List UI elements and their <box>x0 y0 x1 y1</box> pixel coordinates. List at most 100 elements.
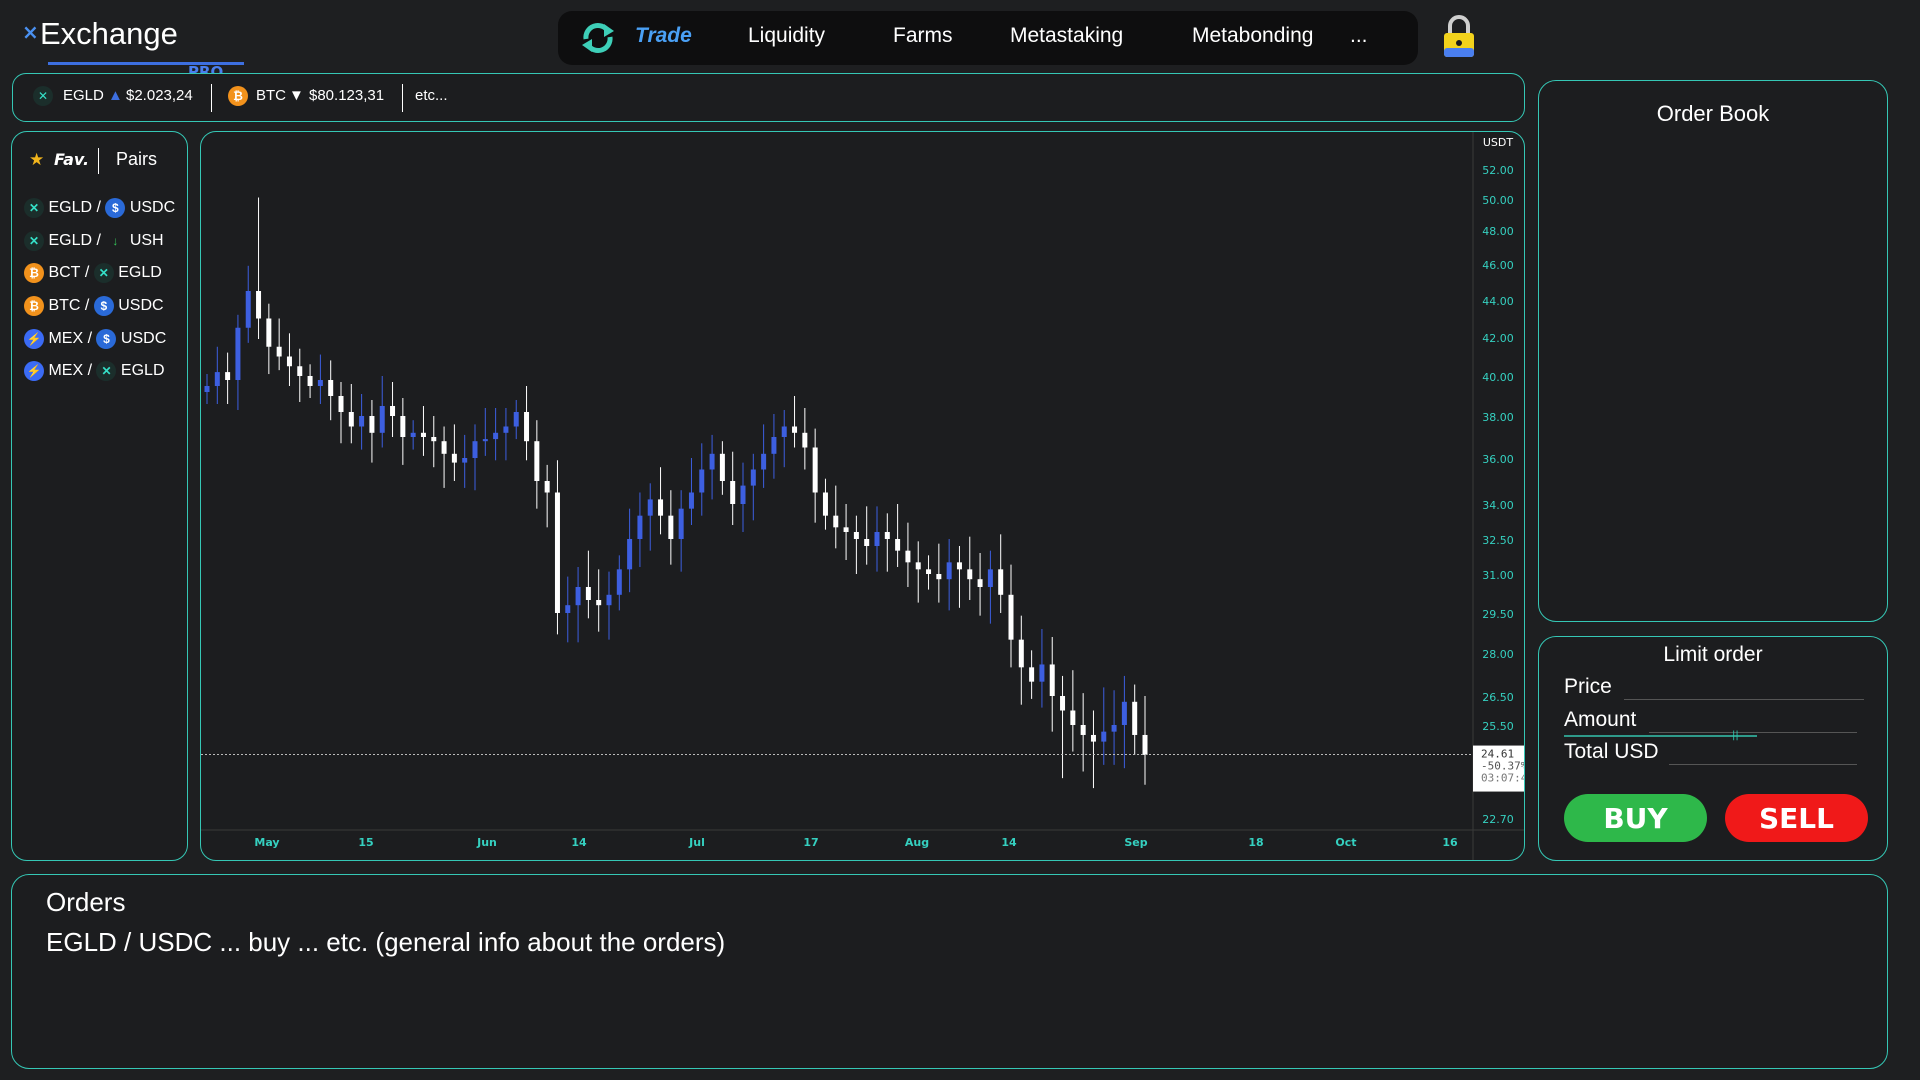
pair-slash: / <box>80 297 94 314</box>
candle-body <box>245 291 251 328</box>
y-tick-label: 36.00 <box>1482 453 1514 466</box>
candle-body <box>214 372 220 386</box>
candle-body <box>709 453 715 470</box>
candle-body <box>286 356 292 367</box>
egld-icon: ✕ <box>33 86 53 106</box>
ticker-more[interactable]: etc... <box>415 87 448 104</box>
candle-body <box>420 432 426 437</box>
candle-body <box>1142 734 1148 755</box>
pair-slash: / <box>80 264 94 281</box>
candle-body <box>1080 725 1086 735</box>
y-tick-label: 48.00 <box>1482 225 1514 238</box>
sell-button[interactable]: SELL <box>1725 794 1868 842</box>
candle-body <box>1049 664 1055 696</box>
nav-more[interactable]: ... <box>1350 24 1368 47</box>
tab-favorites[interactable]: Fav. <box>54 150 90 169</box>
candle-body <box>802 432 808 448</box>
pairs-panel: ★ Fav. Pairs ✕ EGLD / $ USDC ✕ EGLD / ↓ U… <box>11 131 188 861</box>
candle-body <box>658 499 664 516</box>
candle-body <box>544 481 550 493</box>
tab-pairs[interactable]: Pairs <box>116 149 158 169</box>
y-tick-label: 22.70 <box>1482 813 1514 826</box>
candle-body <box>977 579 983 587</box>
egld-icon: ✕ <box>24 198 44 218</box>
amount-slider[interactable] <box>1564 735 1757 737</box>
candle-body <box>905 550 911 563</box>
amount-slider-handle[interactable]: || <box>1732 730 1739 741</box>
candlestick-chart[interactable]: USDT 52.00 50.00 48.00 46.00 44.00 42.00 40.00 3… <box>201 132 1525 861</box>
order-book-title: Order Book <box>1656 101 1770 126</box>
candle-body <box>730 481 736 504</box>
pair-quote: EGLD <box>118 264 162 281</box>
refresh-icon[interactable] <box>578 19 618 57</box>
candle-body <box>761 453 767 470</box>
logo-text: Exchange <box>40 16 178 51</box>
nav-metabonding[interactable]: Metabonding <box>1192 24 1314 47</box>
candle-body <box>627 539 633 570</box>
pair-slash: / <box>83 362 97 379</box>
candle-body <box>503 426 509 433</box>
nav-farms[interactable]: Farms <box>893 24 953 47</box>
candle-body <box>462 458 468 463</box>
last-price-value: 24.61 <box>1481 748 1514 761</box>
order-book-panel: Order Book <box>1538 80 1888 622</box>
candle-body <box>400 416 406 437</box>
candle-body <box>771 437 777 454</box>
usdc-icon: $ <box>105 198 126 218</box>
pair-item[interactable]: ⚡ MEX / $ USDC <box>24 329 166 355</box>
candle-body <box>781 426 787 437</box>
candle-body <box>956 562 962 570</box>
pair-item[interactable]: ₿ BTC / $ USDC <box>24 296 164 322</box>
candle-body <box>482 439 488 442</box>
nav-metastaking[interactable]: Metastaking <box>1010 24 1124 47</box>
candle-body <box>472 441 478 458</box>
lock-icon[interactable] <box>1442 14 1476 58</box>
candle-body <box>740 485 746 504</box>
amount-input[interactable] <box>1649 732 1857 733</box>
candle-body <box>359 416 365 427</box>
buy-button[interactable]: BUY <box>1564 794 1707 842</box>
y-tick-label: 44.00 <box>1482 295 1514 308</box>
pair-item[interactable]: ✕ EGLD / $ USDC <box>24 198 175 224</box>
pair-slash: / <box>92 232 106 249</box>
x-tick-label: Jul <box>688 836 705 849</box>
candle-body <box>297 366 303 376</box>
tab-divider <box>98 148 99 174</box>
pair-base: BCT <box>48 264 81 281</box>
candle-body <box>936 574 942 580</box>
last-price-box <box>1473 745 1524 792</box>
btc-icon: ₿ <box>228 86 248 106</box>
y-tick-label: 46.00 <box>1482 259 1514 272</box>
exchange-logo[interactable]: × Exchange PRO <box>22 16 244 81</box>
total-usd-input[interactable] <box>1669 764 1857 765</box>
egld-icon: ✕ <box>93 263 114 283</box>
orders-panel: Orders EGLD / USDC ... buy ... etc. (gen… <box>11 874 1888 1069</box>
candle-body <box>204 386 210 392</box>
pair-quote: USDC <box>120 330 167 347</box>
candle-body <box>554 492 560 613</box>
candle-body <box>616 569 622 595</box>
pair-item[interactable]: ₿ BCT / ✕ EGLD <box>24 263 162 289</box>
pair-item[interactable]: ⚡ MEX / ✕ EGLD <box>24 361 165 387</box>
nav-trade[interactable]: Trade <box>635 24 692 47</box>
egld-icon: ✕ <box>24 231 44 251</box>
ticker-btc-price: $80.123,31 <box>309 87 385 104</box>
pair-base: MEX <box>48 330 84 347</box>
pair-quote: USH <box>129 232 164 249</box>
usdc-icon: $ <box>96 329 117 349</box>
pair-base: BTC <box>48 297 81 314</box>
candle-body <box>1008 594 1014 640</box>
candle-body <box>688 492 694 509</box>
nav-liquidity[interactable]: Liquidity <box>748 24 826 47</box>
candle-body <box>822 492 828 516</box>
x-tick-label: 16 <box>1442 836 1458 849</box>
pair-slash: / <box>83 330 97 347</box>
pair-quote: USDC <box>129 199 176 216</box>
pair-item[interactable]: ✕ EGLD / ↓ USH <box>24 231 164 257</box>
currency-label: USDT <box>1483 136 1514 149</box>
candle-body <box>750 469 756 486</box>
orders-title: Orders <box>46 887 126 917</box>
price-input[interactable] <box>1624 699 1864 700</box>
price-label: Price <box>1564 675 1612 698</box>
price-chart[interactable]: USDT 52.00 50.00 48.00 46.00 44.00 42.00 40.00 3… <box>200 131 1525 861</box>
